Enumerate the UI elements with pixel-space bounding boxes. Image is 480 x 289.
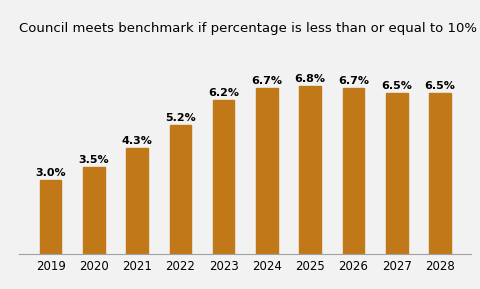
Bar — [342, 88, 363, 254]
Text: 4.3%: 4.3% — [121, 136, 152, 146]
Text: 6.2%: 6.2% — [208, 88, 239, 99]
Bar — [255, 88, 277, 254]
Text: 6.5%: 6.5% — [424, 81, 455, 91]
Bar — [83, 167, 105, 254]
Text: 5.2%: 5.2% — [165, 113, 195, 123]
Bar — [385, 93, 407, 254]
Text: 6.7%: 6.7% — [251, 76, 282, 86]
Bar — [40, 180, 61, 254]
Bar — [169, 125, 191, 254]
Text: 3.5%: 3.5% — [78, 155, 109, 166]
Text: 6.7%: 6.7% — [337, 76, 368, 86]
Bar — [428, 93, 450, 254]
Text: 3.0%: 3.0% — [35, 168, 66, 178]
Text: 6.5%: 6.5% — [381, 81, 411, 91]
Text: 6.8%: 6.8% — [294, 74, 325, 84]
Text: Council meets benchmark if percentage is less than or equal to 10%: Council meets benchmark if percentage is… — [19, 22, 476, 35]
Bar — [299, 86, 320, 254]
Bar — [213, 101, 234, 254]
Bar — [126, 148, 148, 254]
